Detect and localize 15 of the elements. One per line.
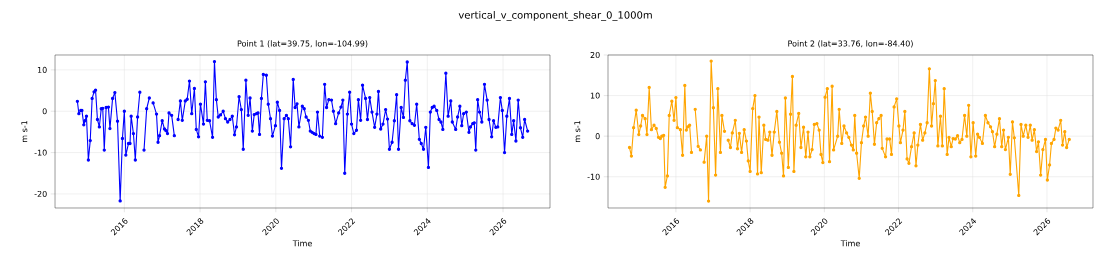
chart-title: vertical_v_component_shear_0_1000m	[458, 11, 652, 21]
x-axis-title: Time	[292, 240, 312, 247]
y-tick-label: 0	[42, 108, 47, 115]
chart-subtitle: Point 2 (lat=33.76, lon=-84.40)	[788, 40, 913, 48]
y-tick-label: 20	[590, 51, 600, 59]
y-axis-title: m s-1	[574, 121, 581, 143]
y-tick-label: -10	[34, 149, 47, 156]
y-tick-label: -20	[34, 190, 47, 197]
y-axis-title: m s-1	[21, 121, 28, 143]
y-tick-label: 10	[37, 66, 47, 73]
chart-subtitle: Point 1 (lat=39.75, lon=-104.99)	[237, 40, 368, 48]
y-tick-label: 10	[590, 92, 600, 99]
y-tick-label: 0	[595, 133, 600, 140]
y-tick-label: -10	[587, 173, 600, 180]
x-axis-title: Time	[840, 240, 860, 247]
